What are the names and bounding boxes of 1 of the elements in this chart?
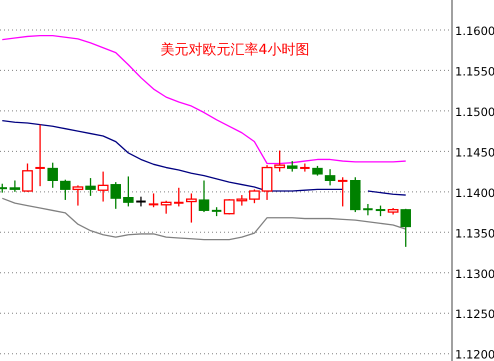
- title: 美元对欧元汇率4小时图: [160, 42, 310, 58]
